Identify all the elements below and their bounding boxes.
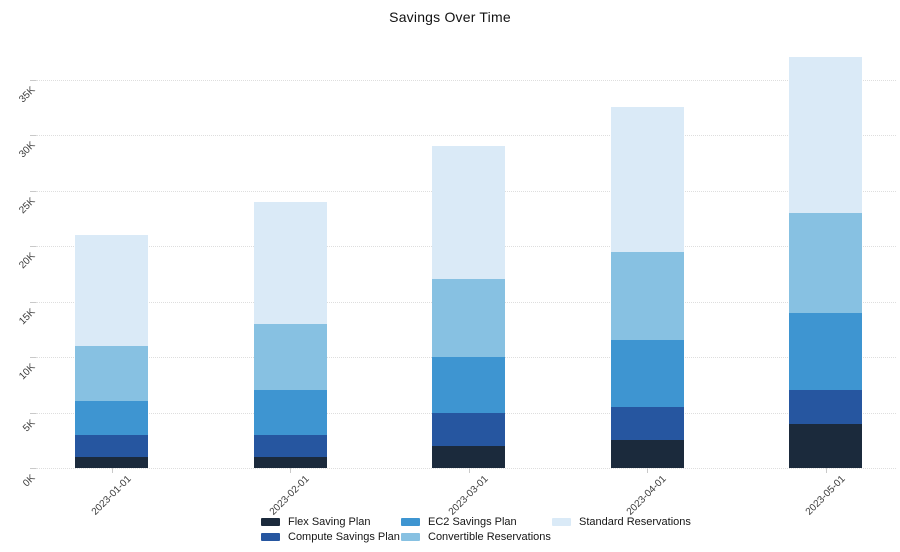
legend-label: EC2 Savings Plan <box>428 516 517 528</box>
bar-segment[interactable] <box>789 212 862 313</box>
legend-item[interactable]: EC2 Savings Plan <box>401 515 517 529</box>
bar-segment[interactable] <box>75 456 148 468</box>
legend-swatch-icon <box>261 518 280 526</box>
bar-segment[interactable] <box>432 357 505 413</box>
bar-segment[interactable] <box>253 456 327 468</box>
bar-segment[interactable] <box>432 146 505 280</box>
legend-swatch-icon <box>401 518 420 526</box>
legend-label: Standard Reservations <box>579 516 691 528</box>
y-tick-mark <box>30 190 36 192</box>
y-tick-label: 5K <box>21 417 38 434</box>
y-tick-label: 0K <box>21 472 38 490</box>
legend-swatch-icon <box>401 532 420 541</box>
legend-label: Compute Savings Plan <box>288 530 400 543</box>
y-tick-mark <box>30 412 36 414</box>
x-tick-mark <box>290 468 291 473</box>
bar-segment[interactable] <box>432 412 505 446</box>
legend-item[interactable]: Flex Saving Plan <box>261 515 371 529</box>
bar-segment[interactable] <box>253 390 327 435</box>
y-tick-mark <box>30 468 36 469</box>
bar-segment[interactable] <box>75 234 148 346</box>
legend-item[interactable]: Standard Reservations <box>552 515 691 529</box>
x-tick-mark <box>647 468 648 473</box>
x-tick-mark <box>111 468 113 473</box>
bar-segment[interactable] <box>432 445 505 468</box>
x-tick-mark <box>468 468 470 473</box>
y-grid-line <box>36 135 896 136</box>
legend-swatch-icon <box>552 518 571 526</box>
y-tick-label: 30K <box>17 139 38 161</box>
bar-segment[interactable] <box>789 423 862 468</box>
bar-segment[interactable] <box>789 390 862 424</box>
y-grid-line <box>36 468 896 469</box>
bar-segment[interactable] <box>789 312 862 391</box>
bar-segment[interactable] <box>610 406 684 441</box>
y-tick-label: 20K <box>17 250 38 272</box>
chart-title: Savings Over Time <box>389 9 511 25</box>
bar-segment[interactable] <box>253 201 327 324</box>
y-tick-mark <box>30 301 36 303</box>
y-tick-label: 35K <box>17 84 38 105</box>
legend-label: Flex Saving Plan <box>288 516 371 528</box>
bar-segment[interactable] <box>75 401 148 435</box>
y-tick-label: 10K <box>17 361 38 383</box>
bar-segment[interactable] <box>610 440 684 469</box>
legend-item[interactable]: Convertible Reservations <box>401 530 551 544</box>
y-tick-label: 25K <box>17 195 38 216</box>
bar-segment[interactable] <box>610 107 684 252</box>
y-tick-mark <box>30 357 36 358</box>
legend-item[interactable]: Compute Savings Plan <box>261 530 400 544</box>
y-grid-line <box>36 79 896 81</box>
x-tick-mark <box>825 468 827 473</box>
y-tick-label: 15K <box>17 306 38 327</box>
bar-segment[interactable] <box>75 345 148 402</box>
legend-label: Convertible Reservations <box>428 530 551 543</box>
bar-segment[interactable] <box>432 279 505 357</box>
legend-swatch-icon <box>261 532 280 541</box>
y-tick-mark <box>30 135 36 136</box>
bar-segment[interactable] <box>610 251 684 341</box>
bar-segment[interactable] <box>75 434 148 457</box>
bar-segment[interactable] <box>610 340 684 407</box>
y-tick-mark <box>30 79 36 81</box>
bar-segment[interactable] <box>789 57 862 213</box>
bar-segment[interactable] <box>253 434 327 457</box>
y-tick-mark <box>30 246 36 247</box>
bar-segment[interactable] <box>253 323 327 391</box>
